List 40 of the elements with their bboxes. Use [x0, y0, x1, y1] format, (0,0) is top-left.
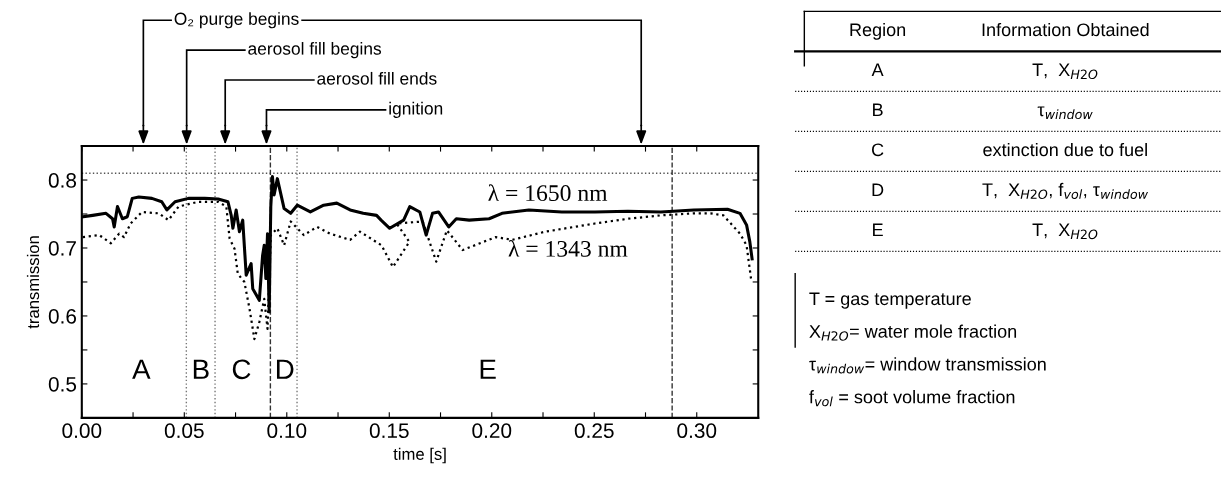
annotation: C [232, 359, 251, 380]
text: ignition [389, 101, 443, 118]
text: τ$_{window}$ [1037, 106, 1093, 120]
text: T = gas temperature [809, 292, 971, 309]
y-tick-label: 0.5 [48, 376, 77, 392]
x-tick-label: 0.20 [472, 423, 512, 439]
text: C [871, 143, 884, 157]
text: E [873, 223, 883, 237]
series-label: λ = 1343 nm [508, 239, 628, 257]
y-axis-title: transmission [26, 236, 40, 329]
x-tick-label: 0.10 [267, 423, 307, 439]
y-tick-label: 0.6 [48, 308, 77, 324]
text: aerosol fill ends [317, 71, 437, 85]
y-tick-label: 0.7 [48, 240, 76, 256]
annotation: B [193, 359, 209, 379]
series-label: λ = 1650 nm [488, 184, 608, 202]
annotation: A [132, 359, 151, 379]
text: B [873, 103, 883, 117]
x-tick-label: 0.30 [677, 423, 717, 439]
x-tick-label: 0.05 [164, 423, 204, 439]
text: f$_{vol}$ = soot volume fraction [809, 390, 1015, 407]
text: D [872, 183, 884, 197]
annotation: D [276, 359, 294, 379]
text: O₂ purge begins [174, 12, 299, 29]
x-tick-label: 0.00 [62, 423, 102, 439]
text: extinction due to fuel [983, 142, 1147, 157]
y-tick-label: 0.8 [48, 173, 77, 188]
text: T, X$_{H2O}$, f$_{vol}$, τ$_{window}$ [982, 182, 1149, 200]
text: τ$_{window}$= window transmission [809, 357, 1046, 374]
x-axis-title: time [s] [393, 447, 446, 464]
text: X$_{H2O}$= water mole fraction [809, 324, 1017, 341]
annotation: E [480, 359, 496, 379]
text: T, X$_{H2O}$ [1032, 223, 1098, 240]
text: T, X$_{H2O}$ [1032, 63, 1098, 80]
text: A [871, 63, 884, 77]
text: Information Obtained [982, 22, 1149, 37]
text: Region [850, 22, 906, 40]
x-tick-label: 0.25 [574, 423, 614, 439]
x-tick-label: 0.15 [369, 423, 409, 439]
text: aerosol fill begins [248, 42, 382, 59]
